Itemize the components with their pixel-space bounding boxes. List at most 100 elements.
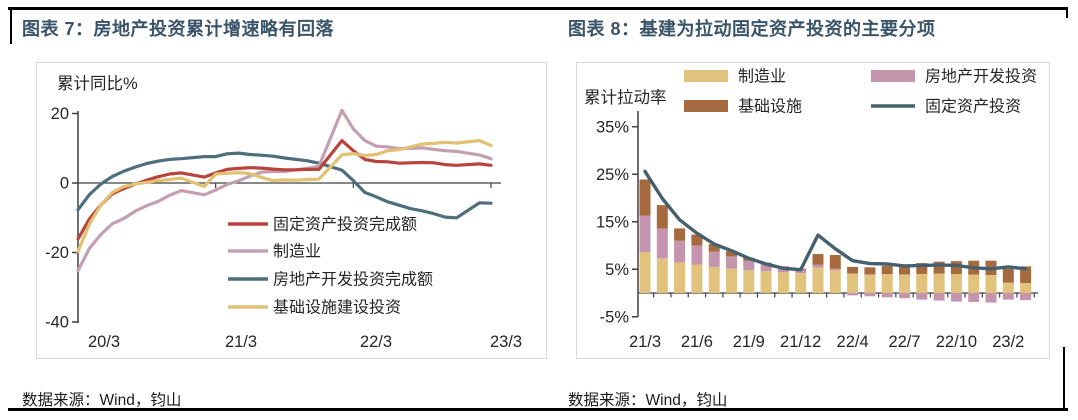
bar-realestate — [933, 293, 945, 301]
right-y-tick-label: 25% — [596, 166, 629, 184]
legend-label: 基础设施 — [738, 98, 802, 116]
bar-infrastructure — [726, 251, 737, 257]
bar-manufacturing — [760, 271, 772, 293]
bar-realestate — [829, 268, 841, 271]
left-chart-area: 累计同比% 20 0 -20 -40 20/3 21/3 22/3 23/3 固定资产投资完成额制… — [36, 62, 547, 359]
bar-realestate — [726, 256, 737, 269]
bar-manufacturing — [795, 273, 807, 293]
right-x-tick-label: 21/12 — [780, 333, 821, 351]
bar-infrastructure — [691, 234, 703, 246]
left-y-tick-label: -20 — [45, 244, 69, 262]
right-y-tick-label: 35% — [596, 118, 629, 136]
bar-realestate — [743, 260, 755, 271]
table-border-right-stub — [1063, 347, 1065, 409]
bar-realestate — [812, 264, 824, 268]
right-y-tick-label: 5% — [605, 261, 629, 279]
bar-manufacturing — [950, 274, 962, 293]
right-fai-line — [643, 169, 1028, 272]
bar-manufacturing — [708, 266, 720, 293]
bar-manufacturing — [985, 274, 997, 294]
bar-realestate — [864, 293, 876, 297]
bar-manufacturing — [1002, 282, 1014, 294]
bar-realestate — [950, 293, 962, 302]
bar-manufacturing — [1020, 283, 1032, 294]
legend-label: 制造业 — [273, 243, 321, 261]
bar-realestate — [691, 245, 703, 265]
bar-realestate — [674, 240, 686, 263]
right-y-tick-label: -5% — [600, 308, 630, 326]
right-x-tick-label: 23/2 — [992, 333, 1024, 351]
right-x-tick-label: 22/4 — [837, 333, 869, 351]
left-x-tick-label: 23/3 — [490, 333, 522, 351]
bar-realestate — [985, 293, 997, 303]
bar-realestate — [968, 293, 980, 302]
right-y-axis-title: 累计拉动率 — [584, 88, 667, 107]
bar-manufacturing — [656, 258, 668, 294]
left-y-axis-title: 累计同比% — [57, 74, 138, 93]
legend-label: 制造业 — [738, 68, 786, 86]
bar-manufacturing — [881, 274, 893, 293]
legend-label: 房地产开发投资完成额 — [273, 271, 433, 289]
left-y-tick-label: 20 — [51, 105, 69, 123]
bar-manufacturing — [968, 274, 980, 293]
bar-infrastructure — [656, 205, 668, 229]
bar-infrastructure — [899, 265, 910, 275]
left-series-2 — [76, 151, 493, 220]
bar-realestate — [708, 251, 720, 267]
bar-infrastructure — [933, 261, 945, 274]
bar-infrastructure — [1002, 268, 1014, 283]
left-chart-title: 图表 7：房地产投资累计增速略有回落 — [22, 19, 335, 39]
right-chart-source: 数据来源：Wind，钧山 — [568, 392, 728, 409]
bar-manufacturing — [777, 272, 789, 293]
bar-infrastructure — [708, 244, 720, 252]
bar-manufacturing — [899, 274, 910, 293]
bar-manufacturing — [691, 264, 703, 293]
bar-realestate — [639, 215, 651, 253]
bar-infrastructure — [881, 265, 893, 275]
legend-label: 基础设施建设投资 — [273, 299, 401, 317]
bar-realestate — [881, 293, 893, 298]
left-x-tick-label: 21/3 — [225, 333, 257, 351]
bar-manufacturing — [812, 267, 824, 294]
bar-infrastructure — [916, 263, 928, 274]
right-x-tick-label: 22/10 — [936, 333, 977, 351]
bar-realestate — [899, 293, 910, 299]
right-y-tick-label: 15% — [596, 213, 629, 231]
bar-manufacturing — [726, 268, 737, 293]
left-series-1 — [76, 108, 493, 273]
bar-manufacturing — [847, 273, 859, 294]
bar-manufacturing — [639, 252, 651, 294]
legend-swatch — [871, 70, 915, 82]
bar-infrastructure — [639, 179, 651, 216]
bar-infrastructure — [847, 266, 859, 274]
legend-swatch — [684, 100, 728, 112]
bar-manufacturing — [916, 274, 928, 293]
bar-manufacturing — [743, 270, 755, 293]
left-chart-source: 数据来源：Wind，钧山 — [22, 392, 182, 409]
bar-infrastructure — [864, 267, 876, 275]
bar-manufacturing — [829, 270, 841, 293]
bar-infrastructure — [950, 261, 962, 274]
right-x-tick-label: 21/3 — [629, 333, 661, 351]
bar-realestate — [1002, 293, 1014, 300]
bar-realestate — [916, 293, 928, 300]
bar-realestate — [656, 228, 668, 259]
legend-swatch — [684, 70, 728, 82]
left-x-tick-label: 20/3 — [88, 333, 120, 351]
table-border-left-stub — [10, 7, 12, 44]
right-chart-area: 累计拉动率 制造业 房地产开发投资 基础设施 固定资产投资 35% 25% 15% 5% -5% 2… — [576, 62, 1050, 359]
bar-infrastructure — [1020, 266, 1032, 283]
right-x-tick-label: 21/6 — [681, 333, 713, 351]
bar-realestate — [847, 293, 859, 296]
table-border-right-top-stub — [1066, 7, 1068, 18]
left-series-3 — [76, 138, 493, 254]
left-y-tick-label: 0 — [60, 175, 69, 193]
legend-label: 固定资产投资 — [925, 98, 1021, 116]
left-x-tick-label: 22/3 — [360, 333, 392, 351]
table-border-bottom — [8, 408, 1068, 411]
left-chart-canvas: 累计同比% 20 0 -20 -40 20/3 21/3 22/3 23/3 固定资产投资完成额制… — [45, 74, 522, 351]
bar-manufacturing — [864, 274, 876, 293]
bar-manufacturing — [933, 273, 945, 294]
